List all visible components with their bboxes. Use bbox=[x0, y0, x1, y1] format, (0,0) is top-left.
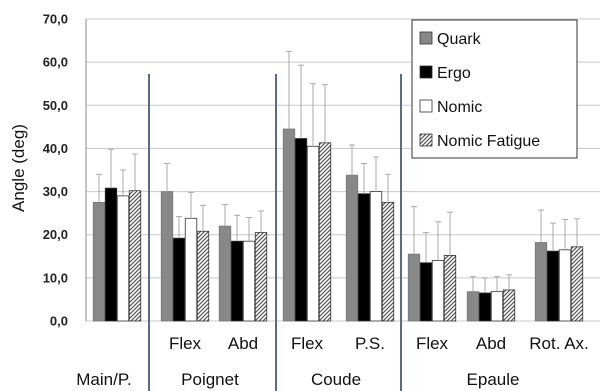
legend-box bbox=[411, 19, 578, 159]
legend-swatch bbox=[419, 133, 433, 147]
y-tick-label: 30,0 bbox=[43, 184, 68, 199]
y-axis-label: Angle (deg) bbox=[9, 124, 28, 212]
bar bbox=[254, 232, 268, 322]
bar bbox=[546, 250, 560, 322]
bar bbox=[431, 260, 445, 322]
category-label: Abd bbox=[228, 334, 258, 353]
legend-label: Ergo bbox=[437, 65, 471, 82]
category-label: P.S. bbox=[355, 334, 385, 353]
bar bbox=[294, 138, 308, 322]
category-label: Rot. Ax. bbox=[529, 334, 589, 353]
bar bbox=[357, 193, 371, 322]
legend-swatch bbox=[419, 31, 433, 45]
bar bbox=[466, 291, 480, 322]
bar bbox=[218, 225, 232, 322]
bar bbox=[369, 191, 383, 322]
bar bbox=[478, 292, 492, 322]
bar bbox=[160, 191, 174, 322]
bar bbox=[419, 262, 433, 322]
y-tick-label: 10,0 bbox=[43, 270, 68, 285]
legend-label: Nomic bbox=[437, 99, 482, 116]
y-tick-label: 50,0 bbox=[43, 98, 68, 113]
bar bbox=[242, 240, 256, 322]
bar bbox=[282, 128, 296, 322]
y-tick-label: 20,0 bbox=[43, 227, 68, 242]
category-label: Flex bbox=[416, 334, 449, 353]
category-label: Flex bbox=[169, 334, 202, 353]
bar bbox=[570, 246, 584, 322]
bar bbox=[196, 230, 210, 322]
bar bbox=[490, 291, 504, 322]
group-label: Coude bbox=[311, 370, 361, 389]
bar bbox=[128, 190, 142, 322]
group-label: Epaule bbox=[467, 370, 520, 389]
legend-swatch bbox=[419, 65, 433, 79]
group-label: Main/P. bbox=[76, 370, 131, 389]
bar bbox=[407, 253, 421, 322]
bar bbox=[558, 249, 572, 322]
y-tick-label: 60,0 bbox=[43, 55, 68, 70]
group-label: Poignet bbox=[181, 370, 239, 389]
y-tick-label: 70,0 bbox=[43, 12, 68, 27]
y-tick-label: 40,0 bbox=[43, 141, 68, 156]
bar bbox=[92, 201, 106, 322]
bar bbox=[318, 142, 332, 322]
category-label: Flex bbox=[291, 334, 324, 353]
bar bbox=[116, 195, 130, 322]
bar bbox=[443, 255, 457, 322]
bar bbox=[534, 242, 548, 322]
bar bbox=[184, 217, 198, 322]
y-tick-label: 0,0 bbox=[50, 314, 68, 329]
category-label: Abd bbox=[476, 334, 506, 353]
bar bbox=[345, 174, 359, 322]
legend-label: Quark bbox=[437, 31, 482, 48]
bar bbox=[230, 240, 244, 322]
legend-swatch bbox=[419, 99, 433, 113]
bar bbox=[502, 289, 516, 322]
bar bbox=[306, 145, 320, 322]
bar bbox=[381, 201, 395, 322]
bar bbox=[104, 187, 118, 322]
legend-label: Nomic Fatigue bbox=[437, 133, 540, 150]
bar bbox=[172, 237, 186, 322]
